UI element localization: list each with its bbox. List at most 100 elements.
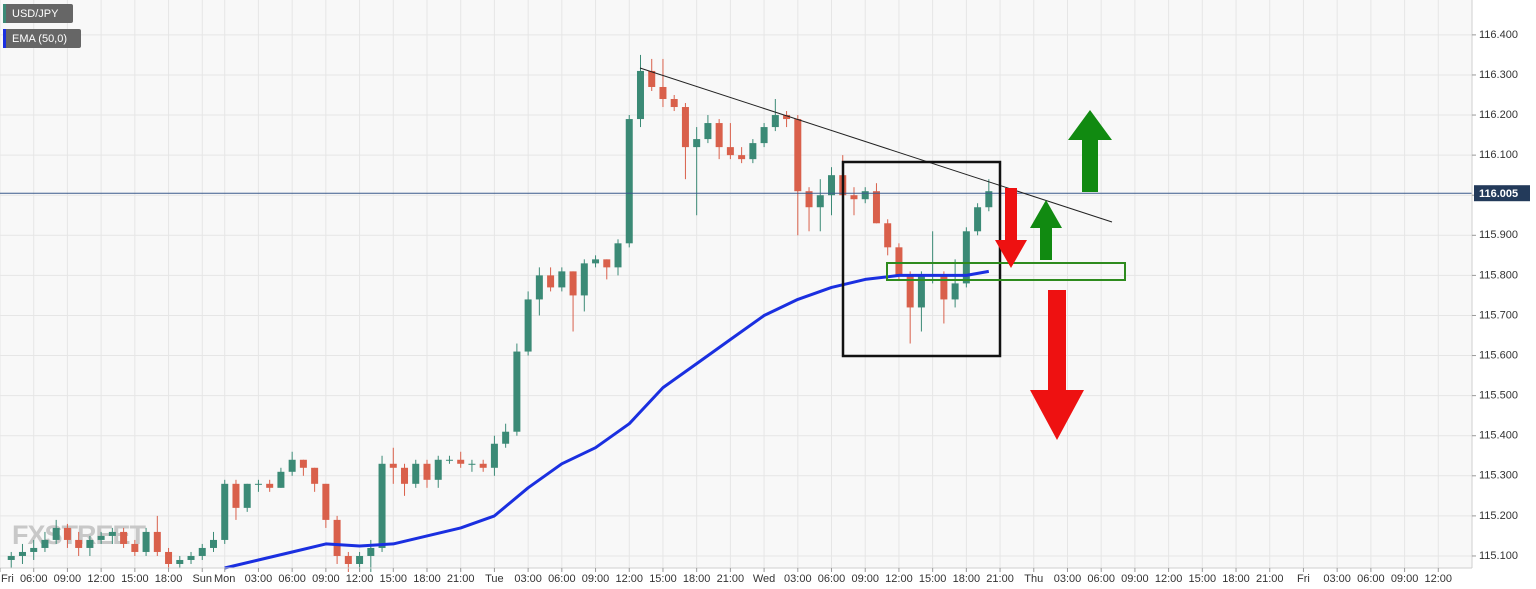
candle-body (311, 467, 319, 484)
y-tick-label: 115.100 (1479, 550, 1518, 562)
legend-label: EMA (50,0) (12, 33, 67, 45)
candle-body (670, 99, 678, 108)
candle-body (412, 463, 420, 484)
x-tick-label: 21:00 (1256, 573, 1284, 585)
x-tick-label: 03:00 (1323, 573, 1351, 585)
candle-body (356, 555, 364, 564)
current-price-box (1474, 185, 1530, 202)
y-tick-label: 115.700 (1479, 309, 1518, 321)
y-tick-label: 115.400 (1479, 430, 1518, 442)
x-tick-label: 06:00 (278, 573, 306, 585)
x-tick-label: 09:00 (312, 573, 340, 585)
x-tick-label: 15:00 (1189, 573, 1217, 585)
candle-body (535, 275, 543, 300)
x-tick-label: 06:00 (20, 573, 48, 585)
x-tick-label: 18:00 (413, 573, 441, 585)
candle-body (165, 551, 173, 564)
x-tick-label: Fri (1297, 573, 1310, 585)
y-tick-label: 116.100 (1479, 149, 1518, 161)
candle-body (176, 559, 184, 564)
candle-body (254, 483, 262, 485)
candle-body (580, 263, 588, 296)
candle-body (367, 547, 375, 556)
x-tick-label: 18:00 (683, 573, 711, 585)
candle-body (232, 483, 240, 508)
candle-body (445, 459, 453, 461)
candle-body (63, 527, 71, 540)
candle-body (479, 463, 487, 468)
arrow-down-large (1030, 290, 1084, 440)
arrow-up-small (1030, 200, 1062, 260)
x-tick-label: 21:00 (447, 573, 475, 585)
candle-body (401, 467, 409, 484)
x-tick-label: 12:00 (885, 573, 913, 585)
x-tick-label: 18:00 (953, 573, 981, 585)
candle-body (771, 115, 779, 128)
candle-body (131, 543, 139, 552)
x-tick-label: 12:00 (615, 573, 643, 585)
x-tick-label: 03:00 (245, 573, 273, 585)
x-tick-label: 15:00 (919, 573, 947, 585)
x-tick-label: 06:00 (1357, 573, 1385, 585)
candle-body (828, 175, 836, 196)
y-tick-label: 115.500 (1479, 390, 1518, 402)
candle-body (906, 275, 914, 308)
candle-body (805, 191, 813, 208)
candle-body (715, 123, 723, 148)
candle-body (738, 155, 746, 160)
candle-body (816, 195, 824, 208)
legend-box (3, 29, 81, 48)
x-tick-label: 12:00 (1425, 573, 1453, 585)
legend-label: USD/JPY (12, 8, 59, 20)
candle-body (614, 243, 622, 268)
candle-body (569, 271, 577, 296)
arrow-up-large (1068, 110, 1112, 192)
candle-body (592, 259, 600, 264)
candle-body (52, 527, 60, 540)
marks (0, 54, 1472, 573)
x-tick-label: 18:00 (1222, 573, 1250, 585)
legend-swatch (3, 4, 6, 23)
x-tick-label: 09:00 (582, 573, 610, 585)
candle-body (389, 463, 397, 468)
x-tick-label: 18:00 (155, 573, 183, 585)
candle-body (86, 539, 94, 548)
y-tick-label: 115.600 (1479, 349, 1518, 361)
candle-body (547, 275, 555, 288)
y-tick-label: 115.800 (1479, 269, 1518, 281)
candle-body (985, 191, 993, 208)
candle-body (884, 223, 892, 248)
candle-body (524, 299, 532, 352)
legend: USD/JPY EMA (50,0) (3, 4, 81, 48)
x-tick-label: 09:00 (54, 573, 82, 585)
candle-body (951, 283, 959, 300)
candle-body (41, 539, 49, 548)
x-tick-label: 21:00 (717, 573, 745, 585)
candle-body (636, 70, 644, 120)
x-tick-label: 15:00 (649, 573, 677, 585)
arrow-down-small (995, 188, 1027, 268)
legend-swatch (3, 29, 6, 48)
x-tick-label: 06:00 (818, 573, 846, 585)
candle-body (749, 143, 757, 160)
candle-body (693, 139, 701, 148)
plot-area (0, 0, 1472, 568)
x-tick-label: 15:00 (380, 573, 408, 585)
candle-body (962, 231, 970, 284)
candle-body (783, 115, 791, 120)
x-tick-label: 03:00 (1054, 573, 1082, 585)
candle-body (895, 247, 903, 276)
candle-body (423, 463, 431, 480)
y-tick-label: 116.400 (1479, 29, 1518, 41)
candle-body (30, 547, 38, 552)
x-tick-label: 12:00 (346, 573, 374, 585)
candle-body (502, 431, 510, 444)
candle-body (322, 483, 330, 520)
x-tick-label: Wed (753, 573, 775, 585)
axes: 115.100 115.200 115.300 115.400 115.500 115.6… (0, 29, 1530, 585)
candle-body (974, 207, 982, 232)
candle-body (221, 483, 229, 540)
focus-box (841, 160, 1002, 358)
support-zone (886, 262, 1126, 281)
